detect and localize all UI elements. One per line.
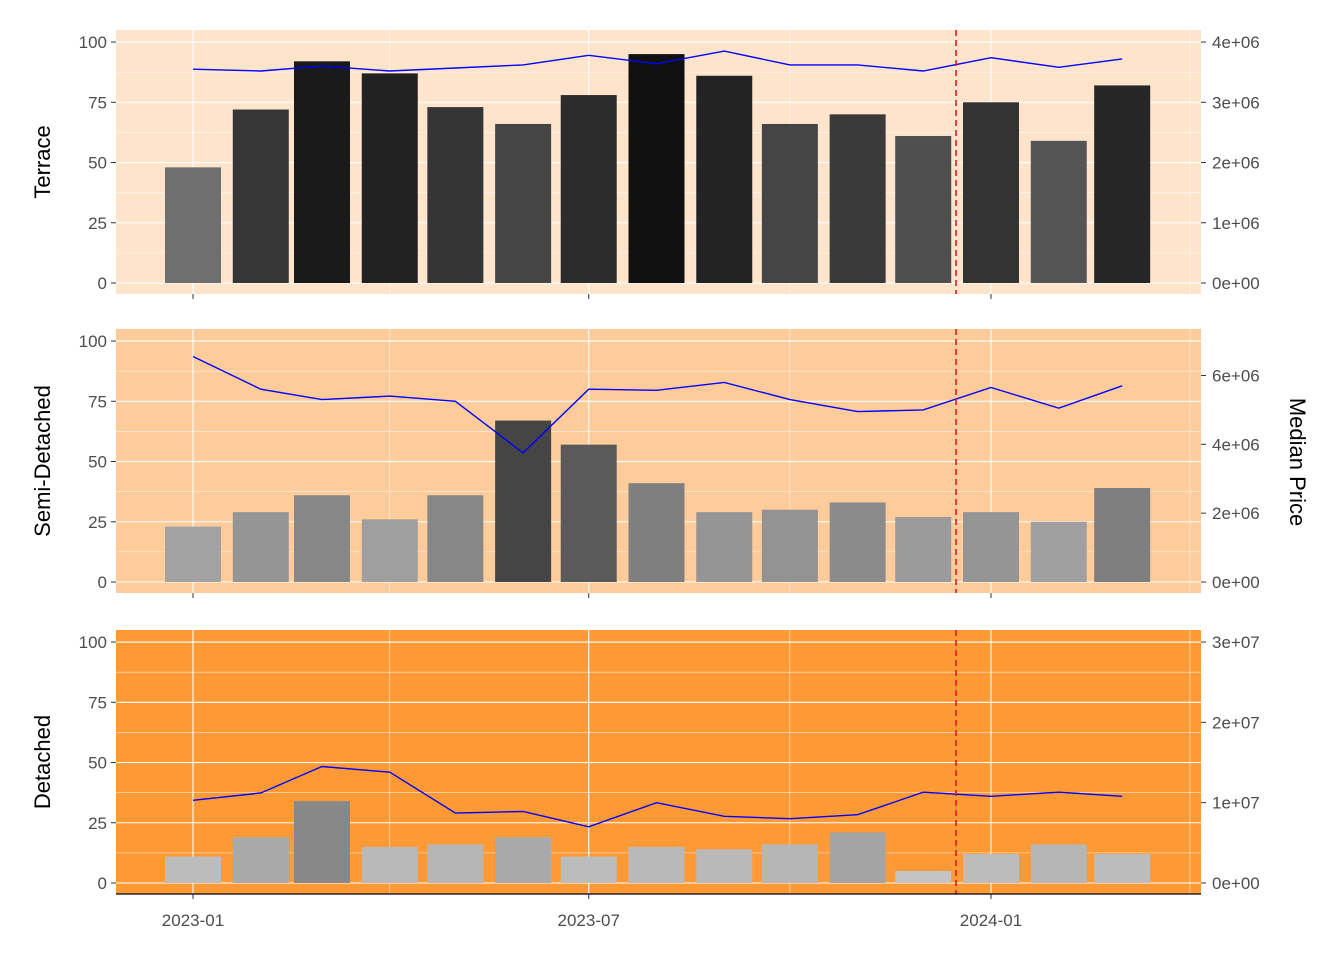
x-tick-label: 2023-01: [162, 911, 224, 930]
price-tick-label: 0e+00: [1212, 874, 1260, 893]
y-tick-label: 50: [88, 754, 107, 773]
y-tick-label: 50: [88, 453, 107, 472]
bar-terrace-2023-05: [427, 107, 484, 283]
median-price-line-semi-detached: [192, 355, 1123, 454]
bar-detached-2023-10: [761, 844, 818, 883]
y-tick-label: 25: [88, 513, 107, 532]
y-tick-label: 75: [88, 93, 107, 112]
bar-detached-2023-01: [165, 856, 221, 883]
bar-terrace-2023-10: [761, 123, 818, 283]
panel-label-semi-detached: Semi-Detached: [30, 385, 55, 537]
bar-terrace-2023-09: [696, 75, 753, 284]
bar-semi-detached-2024-01: [963, 512, 1019, 582]
y-tick-label: 0: [98, 573, 107, 592]
price-tick-label: 1e+06: [1212, 214, 1260, 233]
bar-terrace-2023-02: [232, 109, 289, 283]
y-tick-label: 0: [98, 274, 107, 293]
bar-semi-detached-2023-05: [427, 495, 484, 582]
y-tick-label: 100: [79, 332, 107, 351]
bar-detached-2023-03: [293, 801, 350, 883]
bar-detached-2024-03: [1094, 854, 1151, 883]
y-tick-label: 100: [79, 633, 107, 652]
y-tick-label: 25: [88, 814, 107, 833]
price-tick-label: 4e+06: [1212, 33, 1260, 52]
bar-terrace-2023-06: [495, 123, 552, 283]
y-tick-label: 50: [88, 154, 107, 173]
bar-semi-detached-2023-04: [361, 519, 418, 582]
price-tick-label: 4e+06: [1212, 435, 1260, 454]
bar-terrace-2023-04: [361, 73, 418, 283]
bar-semi-detached-2023-02: [232, 512, 289, 582]
median-price-line-terrace: [192, 50, 1123, 72]
bar-detached-2024-01: [963, 854, 1019, 883]
bar-terrace-2023-12: [895, 136, 952, 283]
bar-semi-detached-2023-08: [628, 483, 685, 582]
bar-detached-2023-06: [495, 837, 552, 883]
bar-detached-2023-11: [829, 832, 886, 883]
secondary-axis-title: Median Price: [1285, 398, 1310, 526]
bar-detached-2023-09: [696, 849, 753, 883]
bar-detached-2024-02: [1030, 844, 1087, 883]
bar-semi-detached-2023-10: [761, 509, 818, 582]
y-tick-label: 25: [88, 214, 107, 233]
price-tick-label: 2e+06: [1212, 504, 1260, 523]
bar-detached-2023-02: [232, 837, 289, 883]
y-tick-label: 75: [88, 392, 107, 411]
bar-terrace-2023-03: [293, 61, 350, 284]
price-tick-label: 1e+07: [1212, 794, 1260, 813]
price-tick-label: 2e+07: [1212, 713, 1260, 732]
bar-semi-detached-2023-03: [293, 495, 350, 582]
y-tick-label: 100: [79, 33, 107, 52]
bar-semi-detached-2024-03: [1094, 488, 1151, 582]
price-tick-label: 3e+06: [1212, 93, 1260, 112]
bar-detached-2023-05: [427, 844, 484, 883]
bar-detached-2023-04: [361, 846, 418, 883]
bar-terrace-2023-08: [628, 54, 685, 283]
price-tick-label: 2e+06: [1212, 154, 1260, 173]
bar-terrace-2024-02: [1030, 140, 1087, 283]
bar-semi-detached-2023-12: [895, 516, 952, 582]
median-price-line-detached: [192, 765, 1123, 828]
bar-terrace-2023-11: [829, 114, 886, 283]
bar-terrace-2023-01: [165, 167, 221, 283]
y-tick-label: 0: [98, 874, 107, 893]
price-tick-label: 3e+07: [1212, 633, 1260, 652]
bar-detached-2023-12: [895, 870, 952, 883]
bar-semi-detached-2023-07: [560, 444, 617, 582]
bar-terrace-2024-03: [1094, 85, 1151, 284]
bar-semi-detached-2023-06: [495, 420, 552, 582]
y-tick-label: 75: [88, 693, 107, 712]
price-tick-label: 0e+00: [1212, 573, 1260, 592]
bar-terrace-2024-01: [963, 102, 1019, 284]
panel-label-detached: Detached: [30, 715, 55, 809]
price-tick-label: 6e+06: [1212, 366, 1260, 385]
bar-semi-detached-2024-02: [1030, 521, 1087, 582]
bar-semi-detached-2023-09: [696, 512, 753, 582]
bar-semi-detached-2023-11: [829, 502, 886, 582]
bar-detached-2023-08: [628, 846, 685, 883]
price-tick-label: 0e+00: [1212, 274, 1260, 293]
x-tick-label: 2024-01: [960, 911, 1022, 930]
panel-label-terrace: Terrace: [30, 125, 55, 198]
bar-terrace-2023-07: [560, 95, 617, 283]
bar-detached-2023-07: [560, 856, 617, 883]
bar-semi-detached-2023-01: [165, 526, 221, 582]
x-tick-label: 2023-07: [558, 911, 620, 930]
